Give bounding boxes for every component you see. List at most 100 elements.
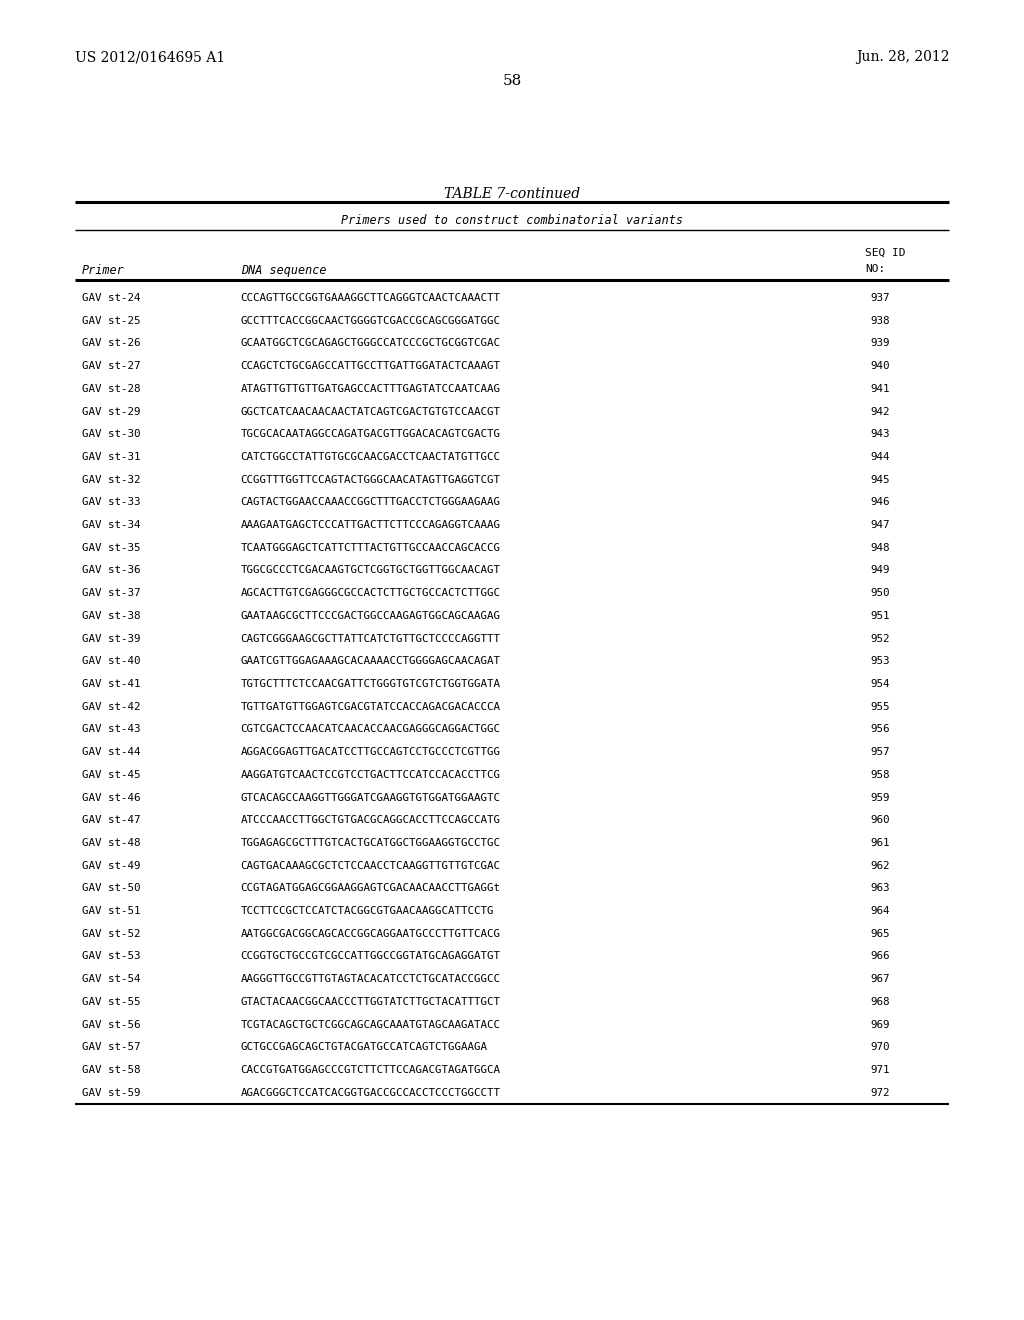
- Text: CATCTGGCCTATTGTGCGCAACGACCTCAACTATGTTGCC: CATCTGGCCTATTGTGCGCAACGACCTCAACTATGTTGCC: [241, 451, 501, 462]
- Text: GAV st-57: GAV st-57: [82, 1043, 140, 1052]
- Text: SEQ ID: SEQ ID: [865, 248, 906, 259]
- Text: 968: 968: [870, 997, 890, 1007]
- Text: CCCAGTTGCCGGTGAAAGGCTTCAGGGTCAACTCAAACTT: CCCAGTTGCCGGTGAAAGGCTTCAGGGTCAACTCAAACTT: [241, 293, 501, 304]
- Text: TGGAGAGCGCTTTGTCACTGCATGGCTGGAAGGTGCCTGC: TGGAGAGCGCTTTGTCACTGCATGGCTGGAAGGTGCCTGC: [241, 838, 501, 847]
- Text: GAV st-53: GAV st-53: [82, 952, 140, 961]
- Text: GCCTTTCACCGGCAACTGGGGTCGACCGCAGCGGGATGGC: GCCTTTCACCGGCAACTGGGGTCGACCGCAGCGGGATGGC: [241, 315, 501, 326]
- Text: GAV st-31: GAV st-31: [82, 451, 140, 462]
- Text: GAV st-32: GAV st-32: [82, 475, 140, 484]
- Text: 948: 948: [870, 543, 890, 553]
- Text: TGTGCTTTCTCCAACGATTCTGGGTGTCGTCTGGTGGATA: TGTGCTTTCTCCAACGATTCTGGGTGTCGTCTGGTGGATA: [241, 678, 501, 689]
- Text: GAATCGTTGGAGAAAGCACAAAACCTGGGGAGCAACAGAT: GAATCGTTGGAGAAAGCACAAAACCTGGGGAGCAACAGAT: [241, 656, 501, 667]
- Text: CCAGCTCTGCGAGCCATTGCCTTGATTGGATACTCAAAGT: CCAGCTCTGCGAGCCATTGCCTTGATTGGATACTCAAAGT: [241, 362, 501, 371]
- Text: GCTGCCGAGCAGCTGTACGATGCCATCAGTCTGGAAGA: GCTGCCGAGCAGCTGTACGATGCCATCAGTCTGGAAGA: [241, 1043, 487, 1052]
- Text: 964: 964: [870, 906, 890, 916]
- Text: 939: 939: [870, 338, 890, 348]
- Text: GAV st-34: GAV st-34: [82, 520, 140, 531]
- Text: GTCACAGCCAAGGTTGGGATCGAAGGTGTGGATGGAAGTC: GTCACAGCCAAGGTTGGGATCGAAGGTGTGGATGGAAGTC: [241, 792, 501, 803]
- Text: CGTCGACTCCAACATCAACACCAACGAGGGCAGGACTGGC: CGTCGACTCCAACATCAACACCAACGAGGGCAGGACTGGC: [241, 725, 501, 734]
- Text: GAV st-55: GAV st-55: [82, 997, 140, 1007]
- Text: GAV st-40: GAV st-40: [82, 656, 140, 667]
- Text: GAV st-59: GAV st-59: [82, 1088, 140, 1098]
- Text: 965: 965: [870, 929, 890, 939]
- Text: Primer: Primer: [82, 264, 125, 277]
- Text: 942: 942: [870, 407, 890, 417]
- Text: CAGTGACAAAGCGCTCTCCAACCTCAAGGTTGTTGTCGAC: CAGTGACAAAGCGCTCTCCAACCTCAAGGTTGTTGTCGAC: [241, 861, 501, 871]
- Text: 961: 961: [870, 838, 890, 847]
- Text: GAV st-45: GAV st-45: [82, 770, 140, 780]
- Text: ATAGTTGTTGTTGATGAGCCACTTTGAGTATCCAATCAAG: ATAGTTGTTGTTGATGAGCCACTTTGAGTATCCAATCAAG: [241, 384, 501, 393]
- Text: GGCTCATCAACAACAACTATCAGTCGACTGTGTCCAACGT: GGCTCATCAACAACAACTATCAGTCGACTGTGTCCAACGT: [241, 407, 501, 417]
- Text: GAV st-38: GAV st-38: [82, 611, 140, 620]
- Text: CCGGTGCTGCCGTCGCCATTGGCCGGTATGCAGAGGATGT: CCGGTGCTGCCGTCGCCATTGGCCGGTATGCAGAGGATGT: [241, 952, 501, 961]
- Text: AGACGGGCTCCATCACGGTGACCGCCACCTCCCTGGCCTT: AGACGGGCTCCATCACGGTGACCGCCACCTCCCTGGCCTT: [241, 1088, 501, 1098]
- Text: US 2012/0164695 A1: US 2012/0164695 A1: [75, 50, 225, 65]
- Text: GAV st-27: GAV st-27: [82, 362, 140, 371]
- Text: GAV st-35: GAV st-35: [82, 543, 140, 553]
- Text: GTACTACAACGGCAACCCTTGGTATCTTGCTACATTTGCT: GTACTACAACGGCAACCCTTGGTATCTTGCTACATTTGCT: [241, 997, 501, 1007]
- Text: GAV st-42: GAV st-42: [82, 702, 140, 711]
- Text: Jun. 28, 2012: Jun. 28, 2012: [856, 50, 949, 65]
- Text: GAV st-58: GAV st-58: [82, 1065, 140, 1074]
- Text: 941: 941: [870, 384, 890, 393]
- Text: Primers used to construct combinatorial variants: Primers used to construct combinatorial …: [341, 214, 683, 227]
- Text: TGTTGATGTTGGAGTCGACGTATCCACCAGACGACACCCA: TGTTGATGTTGGAGTCGACGTATCCACCAGACGACACCCA: [241, 702, 501, 711]
- Text: 945: 945: [870, 475, 890, 484]
- Text: 955: 955: [870, 702, 890, 711]
- Text: GAV st-47: GAV st-47: [82, 816, 140, 825]
- Text: 966: 966: [870, 952, 890, 961]
- Text: GAV st-50: GAV st-50: [82, 883, 140, 894]
- Text: GAV st-33: GAV st-33: [82, 498, 140, 507]
- Text: GAV st-54: GAV st-54: [82, 974, 140, 985]
- Text: DNA sequence: DNA sequence: [241, 264, 326, 277]
- Text: GAV st-41: GAV st-41: [82, 678, 140, 689]
- Text: TABLE 7-continued: TABLE 7-continued: [444, 187, 580, 202]
- Text: 963: 963: [870, 883, 890, 894]
- Text: GAV st-56: GAV st-56: [82, 1019, 140, 1030]
- Text: 971: 971: [870, 1065, 890, 1074]
- Text: TGGCGCCCTCGACAAGTGCTCGGTGCTGGTTGGCAACAGT: TGGCGCCCTCGACAAGTGCTCGGTGCTGGTTGGCAACAGT: [241, 565, 501, 576]
- Text: AAAGAATGAGCTCCCATTGACTTCTTCCCAGAGGTCAAAG: AAAGAATGAGCTCCCATTGACTTCTTCCCAGAGGTCAAAG: [241, 520, 501, 531]
- Text: AAGGATGTCAACTCCGTCCTGACTTCCATCCACACCTTCG: AAGGATGTCAACTCCGTCCTGACTTCCATCCACACCTTCG: [241, 770, 501, 780]
- Text: 956: 956: [870, 725, 890, 734]
- Text: 962: 962: [870, 861, 890, 871]
- Text: 960: 960: [870, 816, 890, 825]
- Text: TCAATGGGAGCTCATTCTTTACTGTTGCCAACCAGCACCG: TCAATGGGAGCTCATTCTTTACTGTTGCCAACCAGCACCG: [241, 543, 501, 553]
- Text: GAV st-39: GAV st-39: [82, 634, 140, 644]
- Text: 972: 972: [870, 1088, 890, 1098]
- Text: 970: 970: [870, 1043, 890, 1052]
- Text: AGCACTTGTCGAGGGCGCCACTCTTGCTGCCACTCTTGGC: AGCACTTGTCGAGGGCGCCACTCTTGCTGCCACTCTTGGC: [241, 589, 501, 598]
- Text: GAV st-28: GAV st-28: [82, 384, 140, 393]
- Text: 969: 969: [870, 1019, 890, 1030]
- Text: GAV st-46: GAV st-46: [82, 792, 140, 803]
- Text: GAV st-24: GAV st-24: [82, 293, 140, 304]
- Text: CACCGTGATGGAGCCCGTCTTCTTCCAGACGTAGATGGCA: CACCGTGATGGAGCCCGTCTTCTTCCAGACGTAGATGGCA: [241, 1065, 501, 1074]
- Text: 937: 937: [870, 293, 890, 304]
- Text: GAV st-52: GAV st-52: [82, 929, 140, 939]
- Text: GAATAAGCGCTTCCCGACTGGCCAAGAGTGGCAGCAAGAG: GAATAAGCGCTTCCCGACTGGCCAAGAGTGGCAGCAAGAG: [241, 611, 501, 620]
- Text: 959: 959: [870, 792, 890, 803]
- Text: ATCCCAACCTTGGCTGTGACGCAGGCACCTTCCAGCCATG: ATCCCAACCTTGGCTGTGACGCAGGCACCTTCCAGCCATG: [241, 816, 501, 825]
- Text: GCAATGGCTCGCAGAGCTGGGCCATCCCGCTGCGGTCGAC: GCAATGGCTCGCAGAGCTGGGCCATCCCGCTGCGGTCGAC: [241, 338, 501, 348]
- Text: AGGACGGAGTTGACATCCTTGCCAGTCCTGCCCTCGTTGG: AGGACGGAGTTGACATCCTTGCCAGTCCTGCCCTCGTTGG: [241, 747, 501, 758]
- Text: GAV st-51: GAV st-51: [82, 906, 140, 916]
- Text: GAV st-49: GAV st-49: [82, 861, 140, 871]
- Text: 947: 947: [870, 520, 890, 531]
- Text: GAV st-25: GAV st-25: [82, 315, 140, 326]
- Text: AAGGGTTGCCGTTGTAGTACACATCCTCTGCATACCGGCC: AAGGGTTGCCGTTGTAGTACACATCCTCTGCATACCGGCC: [241, 974, 501, 985]
- Text: 951: 951: [870, 611, 890, 620]
- Text: AATGGCGACGGCAGCACCGGCAGGAATGCCCTTGTTCACG: AATGGCGACGGCAGCACCGGCAGGAATGCCCTTGTTCACG: [241, 929, 501, 939]
- Text: 950: 950: [870, 589, 890, 598]
- Text: CCGTAGATGGAGCGGAAGGAGTCGACAACAACCTTGAGGt: CCGTAGATGGAGCGGAAGGAGTCGACAACAACCTTGAGGt: [241, 883, 501, 894]
- Text: 949: 949: [870, 565, 890, 576]
- Text: CAGTACTGGAACCAAACCGGCTTTGACCTCTGGGAAGAAG: CAGTACTGGAACCAAACCGGCTTTGACCTCTGGGAAGAAG: [241, 498, 501, 507]
- Text: 957: 957: [870, 747, 890, 758]
- Text: 952: 952: [870, 634, 890, 644]
- Text: GAV st-43: GAV st-43: [82, 725, 140, 734]
- Text: CCGGTTTGGTTCCAGTACTGGGCAACATAGTTGAGGTCGT: CCGGTTTGGTTCCAGTACTGGGCAACATAGTTGAGGTCGT: [241, 475, 501, 484]
- Text: 940: 940: [870, 362, 890, 371]
- Text: GAV st-26: GAV st-26: [82, 338, 140, 348]
- Text: NO:: NO:: [865, 264, 886, 275]
- Text: TCGTACAGCTGCTCGGCAGCAGCAAATGTAGCAAGATACC: TCGTACAGCTGCTCGGCAGCAGCAAATGTAGCAAGATACC: [241, 1019, 501, 1030]
- Text: 967: 967: [870, 974, 890, 985]
